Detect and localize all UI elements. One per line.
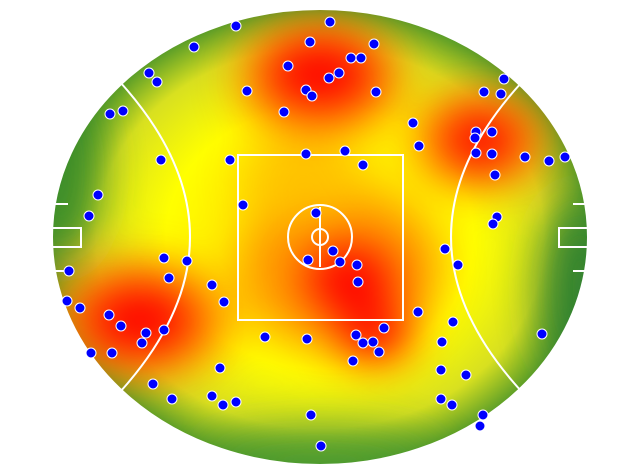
data-point	[355, 52, 367, 64]
data-point	[407, 117, 419, 129]
data-point	[435, 364, 447, 376]
data-point	[147, 378, 159, 390]
field-lines	[51, 8, 589, 466]
data-point	[489, 169, 501, 181]
data-point	[206, 279, 218, 291]
data-point	[104, 108, 116, 120]
data-point	[498, 73, 510, 85]
data-point	[310, 207, 322, 219]
data-point	[370, 86, 382, 98]
data-point	[214, 362, 226, 374]
data-point	[327, 245, 339, 257]
data-point	[224, 154, 236, 166]
data-point	[352, 276, 364, 288]
data-point	[334, 256, 346, 268]
data-point	[536, 328, 548, 340]
data-point	[345, 52, 357, 64]
data-point	[304, 36, 316, 48]
data-point	[378, 322, 390, 334]
data-point	[300, 148, 312, 160]
data-point	[470, 147, 482, 159]
data-point	[447, 316, 459, 328]
data-point	[63, 265, 75, 277]
data-point	[486, 126, 498, 138]
data-point	[188, 41, 200, 53]
data-point	[373, 346, 385, 358]
data-point	[495, 88, 507, 100]
data-point	[474, 420, 486, 432]
data-point	[446, 399, 458, 411]
data-point	[439, 243, 451, 255]
data-point	[163, 272, 175, 284]
data-point	[413, 140, 425, 152]
data-point	[278, 106, 290, 118]
data-point	[155, 154, 167, 166]
data-point	[230, 396, 242, 408]
data-point	[315, 440, 327, 452]
data-point	[282, 60, 294, 72]
data-point	[519, 151, 531, 163]
data-point	[357, 159, 369, 171]
data-point	[452, 259, 464, 271]
data-point	[333, 67, 345, 79]
data-point	[357, 337, 369, 349]
data-point	[115, 320, 127, 332]
data-point	[301, 333, 313, 345]
data-point	[368, 38, 380, 50]
data-point	[85, 347, 97, 359]
data-point	[305, 409, 317, 421]
data-point	[206, 390, 218, 402]
data-point	[559, 151, 571, 163]
data-point	[350, 329, 362, 341]
data-point	[339, 145, 351, 157]
data-point	[158, 324, 170, 336]
data-point	[83, 210, 95, 222]
data-point	[367, 336, 379, 348]
data-point	[460, 369, 472, 381]
data-point	[143, 67, 155, 79]
data-point	[241, 85, 253, 97]
data-point	[478, 86, 490, 98]
data-point	[436, 336, 448, 348]
data-point	[230, 20, 242, 32]
data-point	[259, 331, 271, 343]
data-point	[140, 327, 152, 339]
data-point	[166, 393, 178, 405]
data-point	[323, 72, 335, 84]
data-point	[412, 306, 424, 318]
data-point	[117, 105, 129, 117]
data-point	[477, 409, 489, 421]
data-point	[324, 16, 336, 28]
data-point	[237, 199, 249, 211]
data-point	[106, 347, 118, 359]
data-point	[351, 259, 363, 271]
data-point	[158, 252, 170, 264]
data-point	[302, 254, 314, 266]
data-point	[347, 355, 359, 367]
data-point	[103, 309, 115, 321]
data-point	[136, 337, 148, 349]
data-point	[487, 218, 499, 230]
data-point	[435, 393, 447, 405]
data-point	[92, 189, 104, 201]
data-point	[181, 255, 193, 267]
data-point	[486, 148, 498, 160]
data-point	[151, 76, 163, 88]
data-point	[469, 132, 481, 144]
data-point	[217, 399, 229, 411]
data-point	[306, 90, 318, 102]
data-point	[61, 295, 73, 307]
data-point	[74, 302, 86, 314]
data-point	[543, 155, 555, 167]
data-point	[218, 296, 230, 308]
heatmap	[52, 9, 588, 465]
